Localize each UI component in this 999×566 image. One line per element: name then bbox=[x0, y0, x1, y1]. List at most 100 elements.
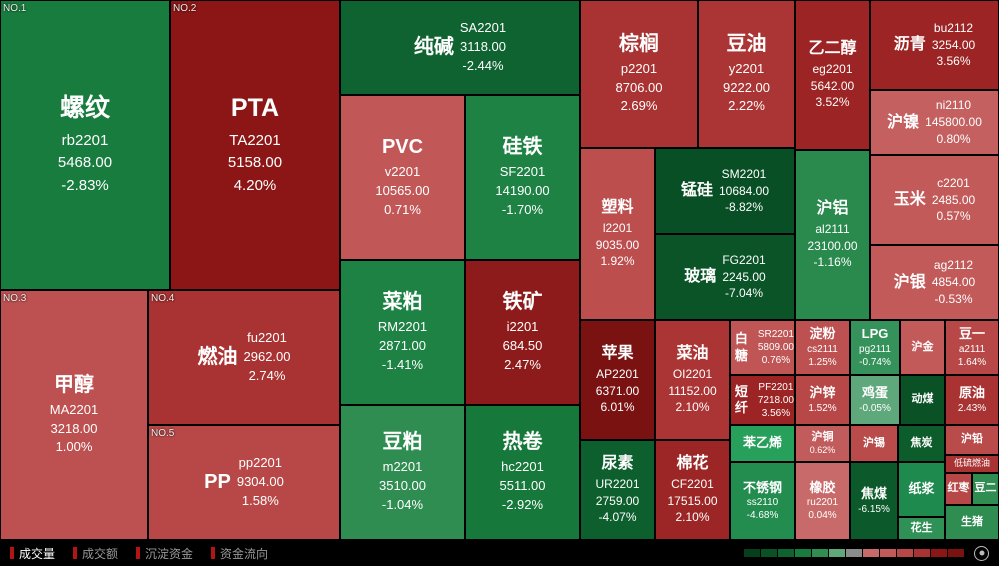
tile-fuel-oil[interactable]: 燃油 fu2201 2962.00 2.74% bbox=[148, 290, 340, 425]
tile-pvc[interactable]: PVC v2201 10565.00 0.71% bbox=[340, 95, 465, 260]
tile-name: 豆油 bbox=[726, 32, 767, 55]
tile-name: PTA bbox=[230, 93, 280, 122]
tile-price: 14190.00 bbox=[495, 183, 550, 199]
tile-urea[interactable]: 尿素 UR2201 2759.00 -4.07% bbox=[580, 440, 655, 540]
tile-pct: 1.25% bbox=[808, 356, 837, 368]
tile-price: 3510.00 bbox=[379, 478, 426, 494]
tile-bitumen[interactable]: 沥青 bu2112 3254.00 3.56% bbox=[870, 0, 999, 90]
tile-pct: 2.10% bbox=[675, 400, 710, 415]
legend-color-block bbox=[744, 549, 760, 557]
tile-silver[interactable]: 沪银 ag2112 4854.00 -0.53% bbox=[870, 245, 999, 320]
legend-color-block bbox=[948, 549, 964, 557]
tile-zinc[interactable]: 沪锌 1.52% bbox=[795, 375, 850, 425]
tile-pta[interactable]: PTA TA2201 5158.00 4.20% bbox=[170, 0, 340, 290]
legend-color-block bbox=[829, 549, 845, 557]
tile-thermal-coal[interactable]: 动煤 bbox=[900, 375, 945, 425]
tile-pct: -4.68% bbox=[746, 510, 779, 522]
tile-plastic[interactable]: 塑料 l2201 9035.00 1.92% bbox=[580, 148, 655, 320]
tile-name: 沪铝 bbox=[816, 199, 849, 217]
tile-palm-oil[interactable]: 棕榈 p2201 8706.00 2.69% bbox=[580, 0, 698, 148]
tile-code: cs2111 bbox=[807, 343, 838, 355]
info-icon[interactable] bbox=[974, 545, 989, 561]
tile-values: SM2201 10684.00 -8.82% bbox=[719, 166, 769, 216]
tile-code: pp2201 bbox=[238, 455, 283, 471]
tile-soybean-meal[interactable]: 豆粕 m2201 3510.00 -1.04% bbox=[340, 405, 465, 540]
tile-code: AP2201 bbox=[596, 366, 639, 381]
tile-stainless-steel[interactable]: 不锈钢 ss2110 -4.68% bbox=[730, 462, 795, 540]
tile-rapeseed-meal[interactable]: 菜粕 RM2201 2871.00 -1.41% bbox=[340, 260, 465, 405]
tile-values: SA2201 3118.00 -2.44% bbox=[460, 19, 506, 76]
tile-red-date[interactable]: 红枣 bbox=[945, 473, 972, 505]
tile-price: 4854.00 bbox=[931, 275, 976, 290]
tile-hot-rolled-coil[interactable]: 热卷 hc2201 5511.00 -2.92% bbox=[465, 405, 580, 540]
tile-cotton[interactable]: 棉花 CF2201 17515.00 2.10% bbox=[655, 440, 730, 540]
tile-hog[interactable]: 生猪 bbox=[945, 505, 999, 540]
tile-name: 纯碱 bbox=[413, 36, 454, 58]
tile-pct: -0.53% bbox=[934, 291, 973, 306]
tab-deposited-funds[interactable]: 沉淀资金 bbox=[136, 545, 193, 562]
tile-soybean-oil[interactable]: 豆油 y2201 9222.00 2.22% bbox=[698, 0, 795, 148]
tile-ethylene-glycol[interactable]: 乙二醇 eg2201 5642.00 3.52% bbox=[795, 0, 870, 150]
tile-soybean-no2[interactable]: 豆二 bbox=[972, 473, 999, 505]
tile-coking-coal[interactable]: 焦煤 -6.15% bbox=[850, 462, 898, 540]
tile-nickel[interactable]: 沪镍 ni2110 145800.00 0.80% bbox=[870, 90, 999, 155]
tile-price: 2871.00 bbox=[379, 338, 426, 354]
tile-styrene[interactable]: 苯乙烯 bbox=[730, 425, 795, 462]
tile-starch[interactable]: 淀粉 cs2111 1.25% bbox=[795, 320, 850, 375]
tab-volume[interactable]: 成交量 bbox=[10, 545, 55, 562]
tile-copper[interactable]: 沪铜 0.62% bbox=[795, 425, 850, 462]
tile-pct: 2.47% bbox=[504, 356, 541, 372]
tile-values: bu2112 3254.00 3.56% bbox=[932, 20, 975, 70]
group-rank-label: NO.4 bbox=[151, 293, 175, 304]
tile-soybean-no1[interactable]: 豆一 a2111 1.64% bbox=[945, 320, 999, 375]
tile-low-sulfur-fuel-oil[interactable]: 低硫燃油 bbox=[945, 455, 999, 473]
tile-peanut[interactable]: 花生 bbox=[898, 517, 945, 540]
tile-crude-oil[interactable]: 原油 2.43% bbox=[945, 375, 999, 425]
tile-pct: 1.00% bbox=[55, 439, 93, 455]
tile-pct: -7.04% bbox=[724, 286, 764, 301]
tile-apple[interactable]: 苹果 AP2201 6371.00 6.01% bbox=[580, 320, 655, 440]
tile-code: rb2201 bbox=[61, 131, 109, 149]
tile-name: PVC bbox=[381, 136, 424, 159]
tile-name: 短纤 bbox=[734, 383, 748, 415]
legend-color-block bbox=[846, 549, 862, 557]
tile-lpg[interactable]: LPG pg2111 -0.74% bbox=[850, 320, 900, 375]
tile-short-fiber[interactable]: 短纤 PF2201 7218.00 3.56% bbox=[730, 375, 795, 425]
tile-egg[interactable]: 鸡蛋 -0.05% bbox=[850, 375, 900, 425]
tile-sugar[interactable]: 白糖 SR2201 5809.00 0.76% bbox=[730, 320, 795, 375]
tile-coke[interactable]: 焦炭 bbox=[898, 425, 945, 462]
tile-rubber[interactable]: 橡胶 ru2201 0.04% bbox=[795, 462, 850, 540]
tile-aluminum[interactable]: 沪铝 al2111 23100.00 -1.16% bbox=[795, 150, 870, 320]
tile-gold[interactable]: 沪金 bbox=[900, 320, 945, 375]
tile-silicon-manganese[interactable]: 锰硅 SM2201 10684.00 -8.82% bbox=[655, 148, 795, 234]
tile-pp[interactable]: PP pp2201 9304.00 1.58% bbox=[148, 425, 340, 540]
tile-name: 玻璃 bbox=[684, 268, 717, 285]
tile-iron-ore[interactable]: 铁矿 i2201 684.50 2.47% bbox=[465, 260, 580, 405]
tab-label: 成交额 bbox=[82, 546, 119, 561]
tile-price: 3218.00 bbox=[50, 420, 98, 436]
tile-pulp[interactable]: 纸浆 bbox=[898, 462, 945, 517]
tile-ferrosilicon[interactable]: 硅铁 SF2201 14190.00 -1.70% bbox=[465, 95, 580, 260]
tile-tin[interactable]: 沪锡 bbox=[850, 425, 898, 462]
tile-code: pg2111 bbox=[859, 343, 891, 355]
tile-name: 硅铁 bbox=[502, 136, 543, 159]
tile-name: 红枣 bbox=[947, 482, 970, 495]
tile-name: 鸡蛋 bbox=[861, 385, 888, 401]
tile-corn[interactable]: 玉米 c2201 2485.00 0.57% bbox=[870, 155, 999, 245]
tile-code: c2201 bbox=[937, 175, 970, 190]
tile-rebar[interactable]: 螺纹 rb2201 5468.00 -2.83% bbox=[0, 0, 170, 290]
tile-values: pp2201 9304.00 1.58% bbox=[237, 454, 284, 511]
tab-money-flow[interactable]: 资金流向 bbox=[211, 545, 268, 562]
tile-pct: 1.64% bbox=[957, 356, 987, 368]
tile-code: SA2201 bbox=[459, 20, 507, 36]
tile-methanol[interactable]: 甲醇 MA2201 3218.00 1.00% bbox=[0, 290, 148, 540]
tile-name: LPG bbox=[861, 326, 889, 342]
tile-rapeseed-oil[interactable]: 菜油 OI2201 11152.00 2.10% bbox=[655, 320, 730, 440]
tile-soda-ash[interactable]: 纯碱 SA2201 3118.00 -2.44% bbox=[340, 0, 580, 95]
tile-pct: -2.83% bbox=[61, 176, 109, 194]
tile-glass[interactable]: 玻璃 FG2201 2245.00 -7.04% bbox=[655, 234, 795, 320]
tile-code: eg2201 bbox=[812, 61, 853, 76]
tile-pct: 2.22% bbox=[728, 98, 765, 114]
tab-turnover[interactable]: 成交额 bbox=[73, 545, 118, 562]
tile-lead[interactable]: 沪铅 bbox=[945, 425, 999, 455]
